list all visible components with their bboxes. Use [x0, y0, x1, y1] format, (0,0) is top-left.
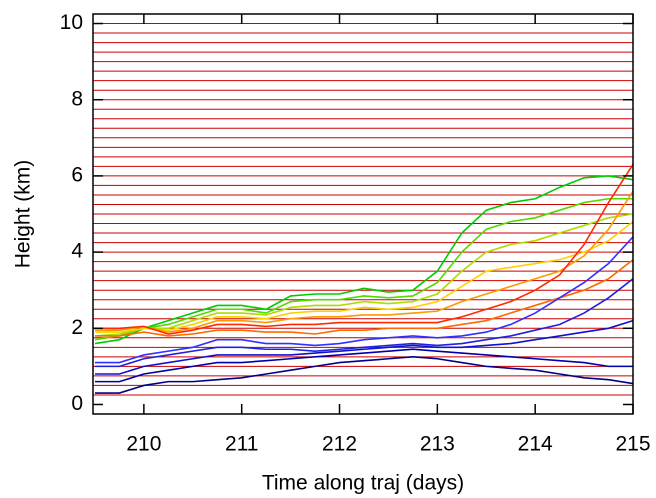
- trajectory-line: [94, 319, 634, 375]
- y-tick-label: 6: [71, 163, 83, 186]
- plot-frame: [92, 13, 634, 415]
- trajectory-line: [94, 164, 634, 335]
- trajectory-line: [94, 259, 634, 337]
- trajectory-line: [94, 197, 633, 341]
- x-tick-label: 212: [322, 433, 357, 456]
- trajectory-line: [94, 190, 634, 333]
- x-tick-label: 211: [225, 433, 258, 456]
- trajectory-line: [94, 175, 634, 345]
- y-tick-label: 0: [71, 392, 83, 415]
- x-tick-label: 214: [518, 433, 553, 456]
- y-tick-label: 8: [71, 87, 83, 110]
- y-tick-label: 4: [71, 240, 83, 263]
- x-axis-label: Time along traj (days): [262, 472, 464, 495]
- trajectory-line: [94, 348, 633, 383]
- trajectory-line: [94, 220, 634, 333]
- y-tick-label: 2: [71, 316, 83, 339]
- trajectory-line: [94, 213, 634, 337]
- trajectory-line: [94, 356, 634, 394]
- trajectory-line: [94, 236, 634, 364]
- x-tick-label: 215: [615, 433, 650, 456]
- y-tick-label: 10: [60, 11, 83, 34]
- x-tick-label: 210: [126, 433, 161, 456]
- trajectory-line: [94, 278, 634, 368]
- x-tick-label: 213: [420, 433, 455, 456]
- y-axis-label: Height (km): [12, 160, 35, 269]
